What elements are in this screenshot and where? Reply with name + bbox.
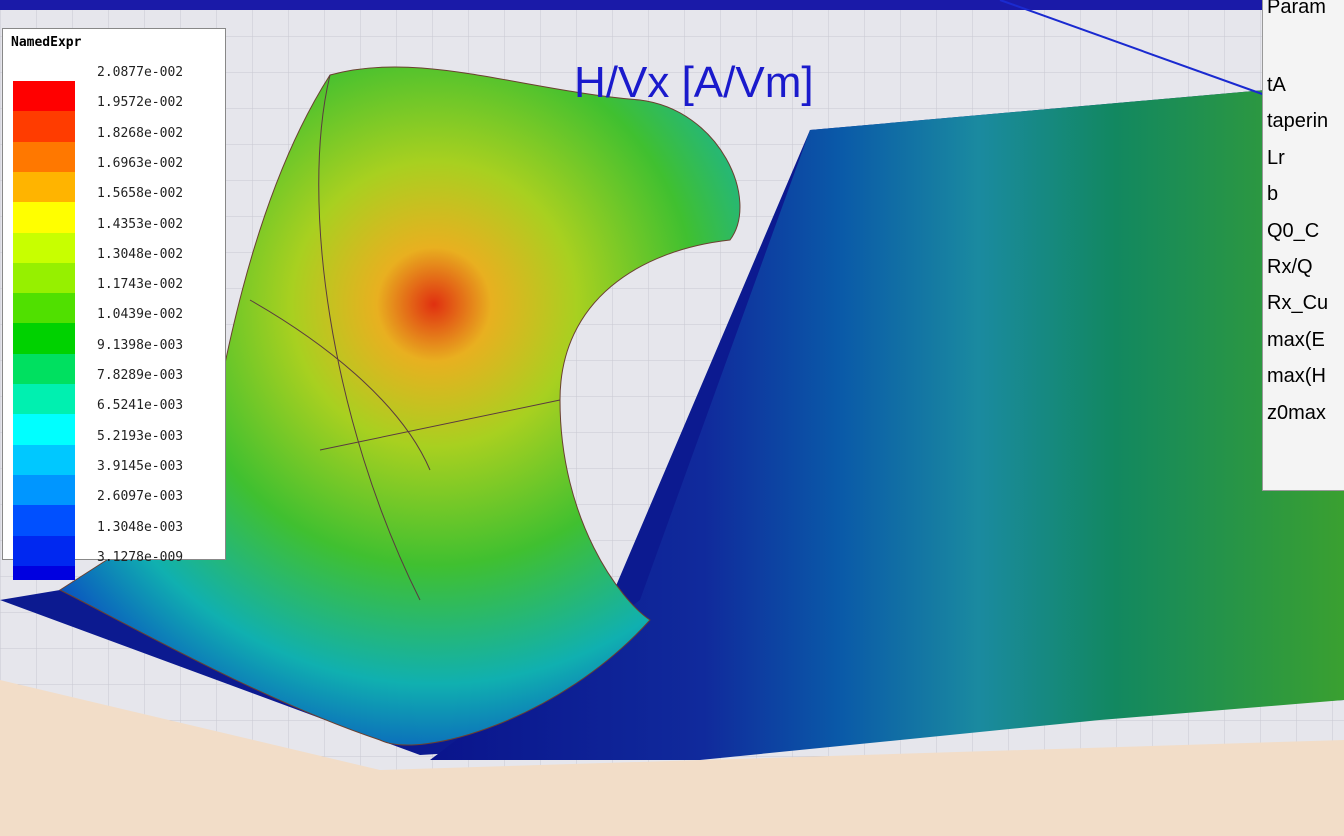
legend-label: 7.8289e-003 (97, 368, 183, 383)
legend-row: 2.0877e-002 (11, 65, 217, 95)
legend-row: 3.9145e-003 (11, 459, 217, 489)
legend-label: 2.6097e-003 (97, 489, 183, 504)
properties-table: Param tA taperin Lr b Q0_C Rx/Q Rx_Cu max(E max(… (1262, 0, 1344, 491)
property-name: Rx_Cu (1267, 292, 1328, 315)
legend-row: 1.9572e-002 (11, 95, 217, 125)
legend-label: 1.8268e-002 (97, 126, 183, 141)
property-name: max(E (1267, 329, 1325, 352)
plot-title: H/Vx [A/Vm] (574, 58, 814, 108)
legend-label: 3.9145e-003 (97, 459, 183, 474)
legend-row: 6.5241e-003 (11, 398, 217, 428)
legend-row: 2.6097e-003 (11, 489, 217, 519)
legend-row: 1.8268e-002 (11, 126, 217, 156)
property-name: z0max (1267, 402, 1326, 425)
legend-row: 1.6963e-002 (11, 156, 217, 186)
legend-row: 1.5658e-002 (11, 186, 217, 216)
legend-label: 9.1398e-003 (97, 338, 183, 353)
legend-label: 1.9572e-002 (97, 95, 183, 110)
property-name: max(H (1267, 365, 1326, 388)
legend-label: 1.3048e-002 (97, 247, 183, 262)
top-bar (0, 0, 1344, 10)
property-name: Q0_C (1267, 220, 1319, 243)
legend-row: 1.3048e-003 (11, 520, 217, 550)
legend-label: 1.4353e-002 (97, 217, 183, 232)
legend-label: 1.1743e-002 (97, 277, 183, 292)
legend-title: NamedExpr (11, 35, 81, 50)
legend-label: 2.0877e-002 (97, 65, 183, 80)
legend-row: 1.0439e-002 (11, 307, 217, 337)
legend-row: 1.3048e-002 (11, 247, 217, 277)
legend-label: 1.0439e-002 (97, 307, 183, 322)
legend-row: 3.1278e-009 (11, 550, 217, 580)
legend-row: 7.8289e-003 (11, 368, 217, 398)
legend-label: 1.6963e-002 (97, 156, 183, 171)
properties-header: Param (1267, 0, 1326, 19)
legend-label: 5.2193e-003 (97, 429, 183, 444)
property-name: taperin (1267, 110, 1328, 133)
legend-label: 1.3048e-003 (97, 520, 183, 535)
viewport: NamedExpr 2.0877e-002 1.9572e-002 1.8268e-… (0, 0, 1344, 836)
legend-row: 5.2193e-003 (11, 429, 217, 459)
legend-label: 3.1278e-009 (97, 550, 183, 565)
legend-label: 1.5658e-002 (97, 186, 183, 201)
property-name: Lr (1267, 147, 1285, 170)
legend-row: 1.4353e-002 (11, 217, 217, 247)
property-name: b (1267, 183, 1278, 206)
legend: NamedExpr 2.0877e-002 1.9572e-002 1.8268e-… (2, 28, 226, 560)
property-name: Rx/Q (1267, 256, 1313, 279)
legend-row: 9.1398e-003 (11, 338, 217, 368)
property-name: tA (1267, 74, 1286, 97)
legend-label: 6.5241e-003 (97, 398, 183, 413)
legend-row: 1.1743e-002 (11, 277, 217, 307)
